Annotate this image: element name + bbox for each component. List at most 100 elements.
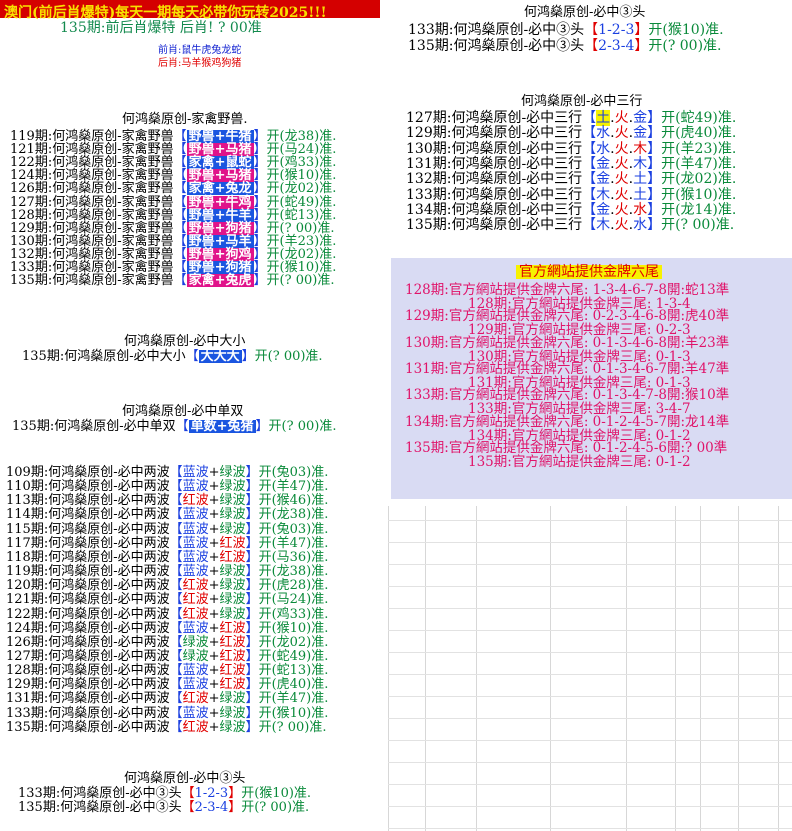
result-text: 开(蛇49)准. — [258, 648, 329, 664]
animals-pick-close: 】 — [253, 273, 267, 289]
wave-b: 绿波 — [219, 705, 246, 721]
wave-b: 绿波 — [219, 719, 246, 735]
elements-close: 】 — [647, 186, 662, 203]
animals-row: 121期:何鸿燊原创-家禽野兽【 野兽+马猪 】开(马24)准. — [10, 143, 336, 157]
animals-title: 何鸿燊原创-家禽野兽. — [122, 113, 248, 127]
official-six-row: 129期:官方網站提供金牌六尾: 0-2-3-4-6-8開:虎40準 — [405, 309, 729, 323]
result-text: 开(马24)准. — [266, 142, 337, 158]
animals-pick-open: 【 — [173, 168, 187, 184]
element-dot: . — [628, 217, 634, 234]
heads-title-text: 何鸿燊原创-必中③头 — [124, 771, 246, 786]
heads-open: 【 — [181, 800, 195, 815]
wave-b: 红波 — [219, 549, 246, 565]
animals-pick-close: 】 — [253, 194, 267, 210]
period-label: 131期:何鸿燊原创-必中两波 — [6, 691, 170, 707]
elements-row: 127期:何鸿燊原创-必中三行【土.火.金】开(蛇49)准. — [406, 110, 736, 126]
wave-row: 110期:何鸿燊原创-必中两波【蓝波+绿波】开(羊47)准. — [6, 480, 328, 494]
heads-open: 【 — [584, 22, 599, 38]
period-label: 132期:何鸿燊原创-必中三行 — [406, 171, 583, 188]
animals-pick-open: 【 — [173, 233, 187, 249]
wave-close: 】 — [245, 578, 259, 594]
wave-close: 】 — [245, 592, 259, 608]
result-text: 开(虎40)准. — [258, 677, 329, 693]
result-text: 开(? 00)准. — [258, 719, 327, 735]
wave-b: 红波 — [219, 634, 246, 650]
official-six-text: 128期:官方網站提供金牌六尾: 1-3-4-6-7-8開:蛇13準 — [405, 282, 730, 298]
elements-row: 130期:何鸿燊原创-必中三行【水.火.木】开(羊23)准. — [406, 142, 736, 156]
heads-pick: 2-3-4 — [598, 38, 635, 54]
animals-pick: 野兽+牛羊 — [186, 207, 254, 223]
wave-row: 120期:何鸿燊原创-必中两波【红波+绿波】开(虎28)准. — [6, 579, 328, 593]
element-char: 水 — [633, 201, 648, 218]
grid-column-line — [550, 506, 551, 831]
wave-plus: + — [208, 578, 220, 594]
element-char: 木 — [633, 140, 648, 157]
period-label: 130期:何鸿燊原创-家禽野兽 — [10, 233, 174, 249]
oddeven-title: 何鸿燊原创-必中单双 — [122, 405, 243, 419]
elements-row: 132期:何鸿燊原创-必中三行【金.火.土】开(龙02)准. — [406, 172, 736, 186]
period-label: 119期:何鸿燊原创-家禽野兽 — [10, 129, 174, 144]
animals-pick: 野兽+马猪 — [186, 168, 254, 184]
result-text: 开(? 00)准. — [648, 38, 722, 54]
wave-open: 【 — [169, 479, 183, 495]
element-dot: . — [628, 140, 634, 157]
heads-pick: 1-2-3 — [194, 786, 229, 801]
wave-open: 【 — [169, 564, 183, 580]
period-label: 119期:何鸿燊原创-必中两波 — [6, 564, 170, 580]
animals-pick-close: 】 — [253, 246, 267, 262]
elements-open: 【 — [582, 171, 597, 188]
wave-row: 109期:何鸿燊原创-必中两波【蓝波+绿波】开(兔03)准. — [6, 466, 328, 480]
result-text: 开(猴10)准. — [661, 186, 737, 203]
result-text: 开(羊23)准. — [661, 140, 737, 157]
result-text: 开(? 00)准. — [661, 217, 735, 234]
grid-row-line — [388, 586, 792, 587]
period-label: 117期:何鸿燊原创-必中两波 — [6, 535, 170, 551]
grid-row-line — [388, 784, 792, 785]
wave-close: 】 — [245, 620, 259, 636]
official-panel — [391, 258, 792, 499]
animals-title-text: 何鸿燊原创-家禽野兽. — [122, 112, 248, 127]
period-label: 109期:何鸿燊原创-必中两波 — [6, 465, 170, 480]
result-text: 开(龙02)准. — [258, 634, 329, 650]
element-char: 火 — [614, 217, 629, 234]
period-label: 122期:何鸿燊原创-必中两波 — [6, 606, 170, 622]
wave-row: 119期:何鸿燊原创-必中两波【蓝波+绿波】开(龙38)准. — [6, 565, 328, 579]
wave-close: 】 — [245, 521, 259, 537]
wave-close: 】 — [245, 507, 259, 523]
wave-row: 117期:何鸿燊原创-必中两波【蓝波+红波】开(羊47)准. — [6, 535, 328, 551]
period-label: 127期:何鸿燊原创-必中三行 — [406, 110, 583, 126]
period-label: 135期:何鸿燊原创-必中③头 — [408, 38, 585, 54]
animals-row: 127期:何鸿燊原创-家禽野兽【 野兽+牛鸡 】开(蛇49)准. — [10, 194, 336, 210]
grid-column-line — [626, 506, 627, 831]
result-text: 开(龙02)准. — [661, 171, 737, 188]
heads-title-text: 何鸿燊原创-必中③头 — [524, 5, 646, 20]
result-text: 开(羊23)准. — [266, 233, 337, 249]
official-six-text: 133期:官方網站提供金牌六尾: 0-1-3-4-7-8開:猴10準 — [405, 387, 730, 404]
period-label: 126期:何鸿燊原创-家禽野兽 — [10, 181, 174, 197]
result-text: 开(虎28)准. — [258, 578, 329, 594]
grid-column-line — [778, 506, 779, 831]
wave-plus: + — [208, 634, 220, 650]
animals-row: 128期:何鸿燊原创-家禽野兽【 野兽+牛羊 】开(蛇13)准. — [10, 207, 336, 223]
heads-left-row: 135期:何鸿燊原创-必中③头【2-3-4】开(? 00)准. — [18, 801, 309, 815]
wave-close: 】 — [245, 493, 259, 509]
result-text: 开(羊47)准. — [258, 691, 329, 707]
element-char: 火 — [614, 201, 629, 218]
element-char: 火 — [614, 140, 629, 157]
front-label: 前肖:鼠牛虎兔龙蛇 — [158, 45, 242, 56]
elements-open: 【 — [582, 110, 597, 126]
official-three-text: 130期:官方網站提供金牌三尾: 0-1-3 — [468, 348, 691, 365]
wave-a: 红波 — [182, 578, 209, 594]
oddeven-pick-close: 】 — [255, 419, 269, 434]
wave-open: 【 — [169, 592, 183, 608]
elements-close: 】 — [647, 125, 662, 142]
official-six-row: 130期:官方網站提供金牌六尾: 0-1-3-4-6-8開:羊23準 — [405, 336, 729, 350]
wave-open: 【 — [169, 521, 183, 537]
heads-left-row: 133期:何鸿燊原创-必中③头【1-2-3】开(猴10)准. — [18, 787, 311, 801]
elements-close: 】 — [647, 110, 662, 126]
wave-b: 绿波 — [219, 521, 246, 537]
grid-row-line — [388, 608, 792, 609]
period-label: 135期:何鸿燊原创-必中三行 — [406, 217, 583, 234]
result-text: 开(鸡33)准. — [266, 155, 337, 171]
wave-open: 【 — [169, 493, 183, 509]
